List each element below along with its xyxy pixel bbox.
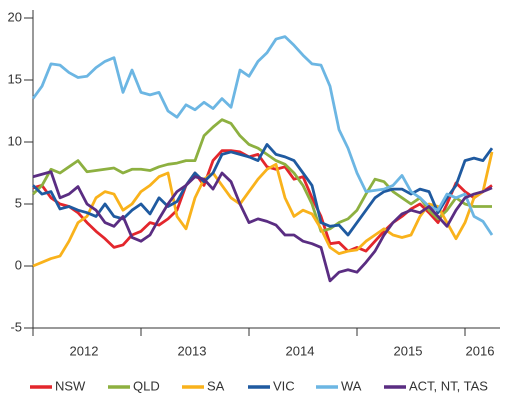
x-tick-label: 2016 [466, 343, 495, 358]
series-line [32, 170, 493, 283]
x-tick-label: 2014 [286, 343, 315, 358]
legend-label: SA [207, 378, 225, 393]
y-tick-label: 5 [15, 195, 22, 210]
y-tick-label: 20 [8, 9, 22, 24]
series-line [32, 143, 494, 237]
x-tick-label: 2013 [178, 343, 207, 358]
series-line [31, 35, 494, 236]
y-tick-label: 0 [15, 257, 22, 272]
legend-label: NSW [55, 378, 86, 393]
legend-label: WA [341, 378, 362, 393]
legend-label: VIC [273, 378, 295, 393]
legend-label: QLD [133, 378, 160, 393]
x-tick-label: 2012 [70, 343, 99, 358]
y-tick-label: 10 [8, 133, 22, 148]
legend-label: ACT, NT, TAS [409, 378, 488, 393]
x-tick-label: 2015 [394, 343, 423, 358]
series-line [32, 149, 493, 253]
y-tick-label: -5 [10, 319, 22, 334]
y-tick-label: 15 [8, 71, 22, 86]
series-line [32, 151, 494, 268]
